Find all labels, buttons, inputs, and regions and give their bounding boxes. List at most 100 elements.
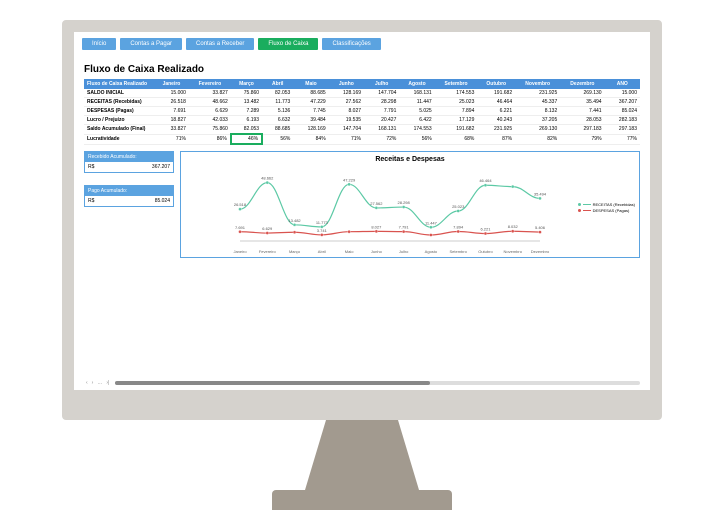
scroll-track[interactable] [115, 381, 640, 385]
scroll-last-icon[interactable]: ›| [104, 380, 111, 386]
table-row: RECEITAS (Recebidas)26.51848.66213.48211… [84, 98, 640, 107]
received-label: Recebido Acumulado: [85, 152, 173, 162]
table-cell: 18.827 [154, 116, 189, 125]
table-cell: 15.000 [605, 89, 640, 98]
horizontal-scrollbar[interactable]: ‹ › … ›| [84, 380, 640, 386]
table-cell: 8.027 [329, 107, 364, 116]
svg-text:5.406: 5.406 [535, 225, 546, 230]
nav-btn-2[interactable]: Contas a Receber [186, 38, 254, 50]
table-cell: 45.337 [515, 98, 560, 107]
paid-currency: R$ [88, 198, 94, 204]
table-cell: 82.053 [262, 89, 293, 98]
nav-btn-0[interactable]: Início [82, 38, 116, 50]
table-cell: 71% [329, 134, 364, 144]
line-chart-svg: 26.51848.66213.48211.77347.22927.56228.2… [189, 167, 631, 257]
monitor-base [272, 490, 452, 510]
table-corner-header: Fluxo de Caixa Realizado [84, 79, 154, 89]
scroll-thumb[interactable] [115, 381, 430, 385]
table-cell: 6.221 [477, 107, 515, 116]
table-cell: 7.745 [293, 107, 328, 116]
scroll-more-icon[interactable]: … [95, 380, 104, 386]
svg-text:Novembro: Novembro [504, 249, 523, 254]
table-cell: 75.860 [231, 89, 262, 98]
table-cell: 231.925 [515, 89, 560, 98]
table-cell: 128.169 [293, 125, 328, 135]
table-cell: 13.482 [231, 98, 262, 107]
table-col-header: Maio [293, 79, 328, 89]
table-cell: 6.629 [189, 107, 231, 116]
table-cell: 7.289 [231, 107, 262, 116]
table-col-header: Abril [262, 79, 293, 89]
svg-text:7.691: 7.691 [235, 225, 246, 230]
table-col-header: Outubro [477, 79, 515, 89]
svg-text:26.518: 26.518 [234, 202, 247, 207]
table-cell: 48.662 [189, 98, 231, 107]
table-cell: 147.704 [329, 125, 364, 135]
table-cell: 6.422 [399, 116, 434, 125]
cashflow-table-wrap: Fluxo de Caixa RealizadoJaneiroFevereiro… [74, 79, 650, 145]
table-cell: 37.205 [515, 116, 560, 125]
nav-btn-4[interactable]: Classificações [322, 38, 380, 50]
legend-item: RECEITAS (Recebidas) [578, 202, 635, 207]
table-cell: 82.053 [231, 125, 262, 135]
row-label: SALDO INICIAL [84, 89, 154, 98]
svg-text:11.447: 11.447 [425, 220, 438, 225]
paid-box: Pago Acumulado: R$ 85.024 [84, 185, 174, 207]
table-cell: 15.000 [154, 89, 189, 98]
table-cell: 5.025 [399, 107, 434, 116]
chart-area: 26.51848.66213.48211.77347.22927.56228.2… [181, 167, 639, 257]
received-box: Recebido Acumulado: R$ 367.207 [84, 151, 174, 173]
svg-text:Dezembro: Dezembro [531, 249, 550, 254]
table-cell: 28.053 [560, 116, 604, 125]
table-cell: 86% [189, 134, 231, 144]
svg-text:Julho: Julho [399, 249, 409, 254]
table-cell: 56% [262, 134, 293, 144]
table-row: Saldo Acumulado (Final)33.82775.86082.05… [84, 125, 640, 135]
svg-text:Janeiro: Janeiro [233, 249, 247, 254]
svg-text:11.773: 11.773 [316, 220, 329, 225]
content-row: Recebido Acumulado: R$ 367.207 Pago Acum… [74, 145, 650, 264]
nav-btn-1[interactable]: Contas a Pagar [120, 38, 182, 50]
table-cell: 297.183 [560, 125, 604, 135]
chart-title: Receitas e Despesas [181, 152, 639, 167]
legend-swatch [583, 204, 591, 205]
table-col-header: Agosto [399, 79, 434, 89]
svg-text:7.894: 7.894 [453, 225, 464, 230]
table-cell: 367.207 [605, 98, 640, 107]
table-col-header: Fevereiro [189, 79, 231, 89]
table-cell: 33.827 [154, 125, 189, 135]
nav-btn-3[interactable]: Fluxo de Caixa [258, 38, 318, 50]
screen-content: Início Contas a Pagar Contas a Receber Flux… [74, 32, 650, 390]
svg-text:47.229: 47.229 [343, 177, 356, 182]
table-row: SALDO INICIAL15.00033.82775.86082.05388.… [84, 89, 640, 98]
svg-text:7.791: 7.791 [399, 225, 410, 230]
table-cell: 87% [477, 134, 515, 144]
table-cell: 7.894 [435, 107, 478, 116]
svg-text:Junho: Junho [371, 249, 383, 254]
table-cell: 7.441 [560, 107, 604, 116]
cashflow-table: Fluxo de Caixa RealizadoJaneiroFevereiro… [84, 79, 640, 145]
svg-text:48.662: 48.662 [261, 176, 274, 181]
svg-text:8.027: 8.027 [371, 224, 382, 229]
table-cell: 8.132 [515, 107, 560, 116]
table-col-header: Junho [329, 79, 364, 89]
table-cell: 17.129 [435, 116, 478, 125]
table-cell: 11.773 [262, 98, 293, 107]
monitor-stand [302, 420, 422, 500]
row-label: DESPESAS (Pagas) [84, 107, 154, 116]
table-cell: 68% [435, 134, 478, 144]
table-cell: 191.682 [435, 125, 478, 135]
svg-text:35.494: 35.494 [534, 191, 547, 196]
table-cell: 56% [399, 134, 434, 144]
table-cell: 282.183 [605, 116, 640, 125]
table-cell: 88.685 [262, 125, 293, 135]
table-col-header: Novembro [515, 79, 560, 89]
table-cell: 174.553 [435, 89, 478, 98]
table-cell: 40.243 [477, 116, 515, 125]
table-cell: 85.024 [605, 107, 640, 116]
table-cell: 27.562 [329, 98, 364, 107]
row-label: Lucratividade [84, 134, 154, 144]
table-cell: 7.791 [364, 107, 399, 116]
row-label: Saldo Acumulado (Final) [84, 125, 154, 135]
table-cell: 75.860 [189, 125, 231, 135]
